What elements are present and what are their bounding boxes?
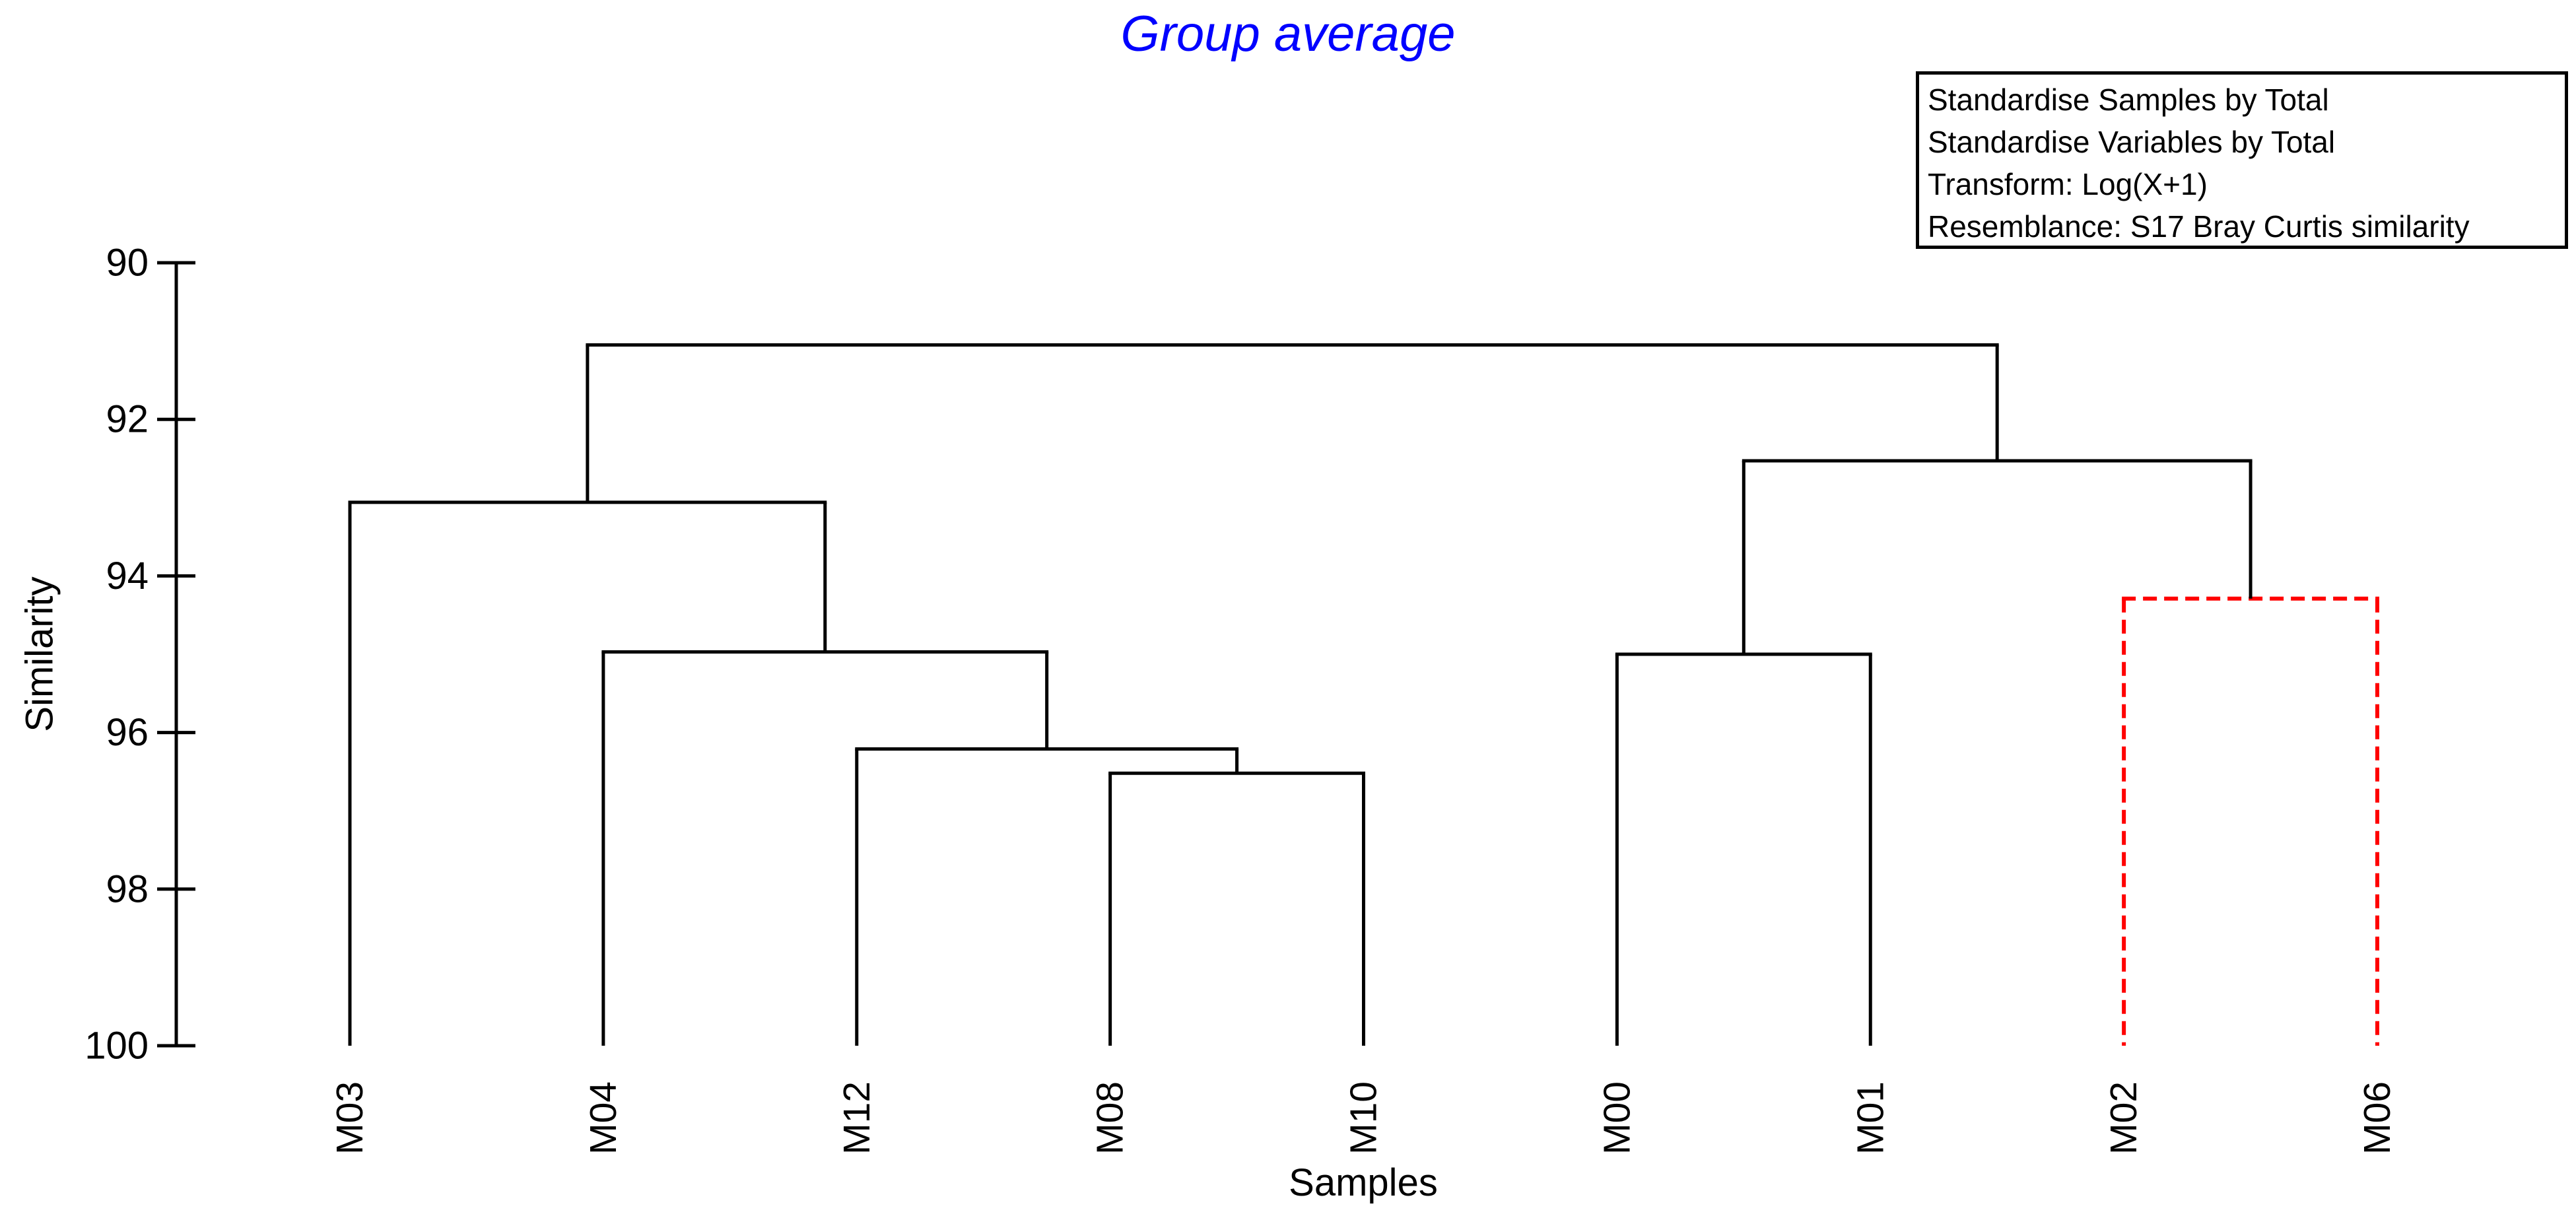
- analysis-info-box: Standardise Samples by Total Standardise…: [1916, 71, 2568, 249]
- leaf-label-M03: M03: [329, 1081, 371, 1155]
- y-tick-label-90: 90: [106, 242, 149, 285]
- info-line-standardise-samples: Standardise Samples by Total: [1928, 83, 2329, 117]
- info-line-resemblance: Resemblance: S17 Bray Curtis similarity: [1928, 209, 2470, 244]
- leaf-label-M01: M01: [1849, 1081, 1891, 1155]
- y-tick-label-96: 96: [106, 711, 149, 754]
- y-tick-label-98: 98: [106, 867, 149, 910]
- chart-title: Group average: [1120, 6, 1456, 62]
- leaf-label-M12: M12: [836, 1081, 878, 1155]
- leaf-label-M02: M02: [2103, 1081, 2145, 1155]
- leaf-label-M00: M00: [1596, 1081, 1638, 1155]
- info-line-transform: Transform: Log(X+1): [1928, 167, 2208, 201]
- leaf-label-M06: M06: [2356, 1081, 2398, 1155]
- leaf-label-M04: M04: [582, 1081, 625, 1155]
- y-tick-label-92: 92: [106, 398, 149, 441]
- y-tick-label-94: 94: [106, 555, 149, 597]
- leaf-label-M08: M08: [1089, 1081, 1132, 1155]
- x-axis-title: Samples: [1289, 1161, 1438, 1204]
- y-tick-label-100: 100: [85, 1025, 149, 1068]
- info-line-standardise-variables: Standardise Variables by Total: [1928, 125, 2336, 159]
- leaf-label-M10: M10: [1343, 1081, 1385, 1155]
